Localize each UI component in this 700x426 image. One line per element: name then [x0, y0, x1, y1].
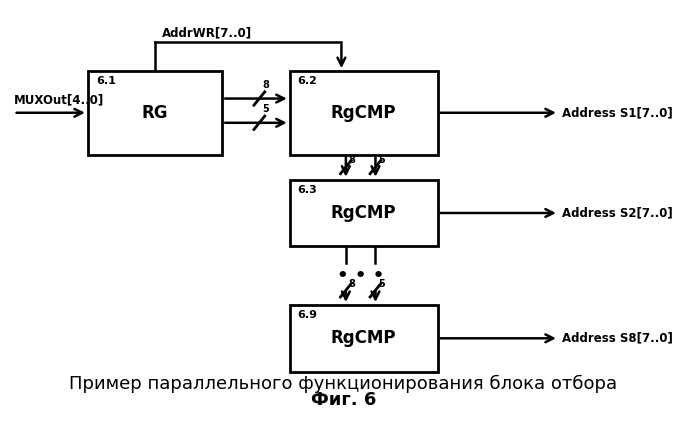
FancyBboxPatch shape	[88, 71, 223, 155]
Text: 5: 5	[378, 155, 385, 165]
FancyBboxPatch shape	[290, 180, 438, 246]
Text: 6.1: 6.1	[96, 76, 116, 86]
Text: • • •: • • •	[337, 267, 384, 285]
Text: Address S8[7..0]: Address S8[7..0]	[562, 332, 673, 345]
Text: 6.9: 6.9	[298, 310, 318, 320]
Text: RG: RG	[142, 104, 168, 122]
Text: 5: 5	[262, 104, 269, 115]
Text: Address S2[7..0]: Address S2[7..0]	[562, 207, 673, 219]
Text: RgCMP: RgCMP	[331, 104, 396, 122]
Text: 6.2: 6.2	[298, 76, 318, 86]
Text: Пример параллельного функционирования блока отбора: Пример параллельного функционирования бл…	[69, 374, 617, 392]
FancyBboxPatch shape	[290, 305, 438, 372]
Text: 6.3: 6.3	[298, 184, 317, 195]
Text: AddrWR[7..0]: AddrWR[7..0]	[162, 27, 252, 40]
Text: Фиг. 6: Фиг. 6	[311, 391, 376, 409]
Text: 8: 8	[349, 279, 356, 288]
Text: RgCMP: RgCMP	[331, 329, 396, 347]
Text: MUXOut[4..0]: MUXOut[4..0]	[14, 93, 104, 106]
Text: 5: 5	[378, 279, 385, 288]
Text: RgCMP: RgCMP	[331, 204, 396, 222]
Text: Address S1[7..0]: Address S1[7..0]	[562, 106, 673, 119]
FancyBboxPatch shape	[290, 71, 438, 155]
Text: 8: 8	[262, 80, 269, 90]
Text: 8: 8	[349, 155, 356, 165]
